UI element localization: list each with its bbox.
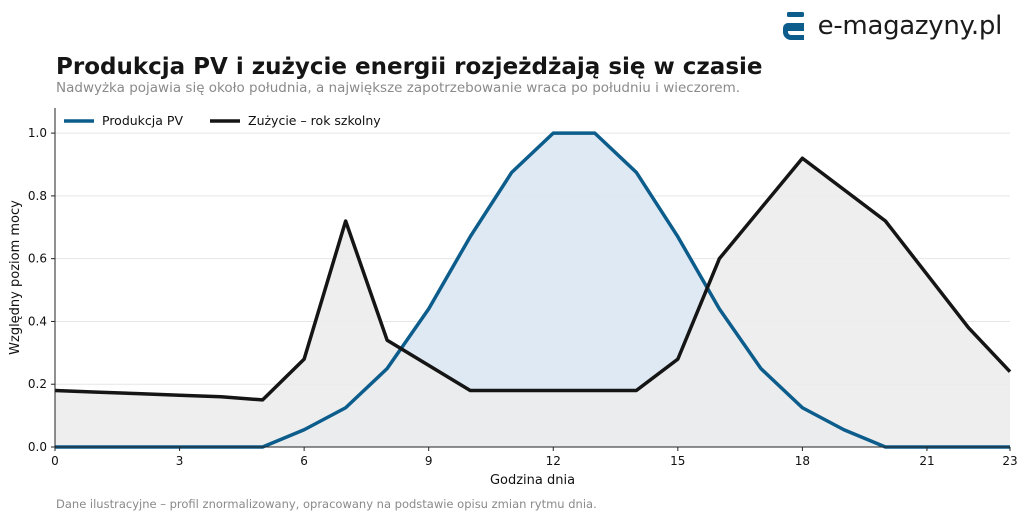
chart-subtitle: Nadwyżka pojawia się około południa, a n… — [56, 80, 741, 96]
x-tick-label: 0 — [51, 454, 59, 468]
series-line-2 — [54, 156, 1012, 402]
y-tick-label: 0.2 — [28, 377, 47, 391]
footnote: Dane ilustracyjne – profil znormalizowan… — [56, 497, 597, 511]
brand-logo[interactable]: e-magazyny.pl — [782, 10, 1002, 42]
y-axis-label: Względny poziom mocy — [8, 200, 23, 355]
axes — [54, 108, 1010, 448]
legend: Produkcja PV Zużycie – rok szkolny — [64, 113, 381, 128]
area-fill-series-1 — [55, 133, 1010, 447]
area-fill-series-2 — [55, 158, 1010, 447]
area-fills — [55, 133, 1010, 447]
x-tick-label: 21 — [919, 454, 934, 468]
legend-label-2: Zużycie – rok szkolny — [248, 113, 381, 128]
tick-labels: 0 3 6 9 12 15 18 21 23 0.0 0.2 0.4 0.6 0.8 1.0 — [28, 126, 1018, 468]
y-tick-label: 0.6 — [28, 252, 47, 266]
x-tick-label: 15 — [670, 454, 685, 468]
x-tick-label: 23 — [1002, 454, 1017, 468]
x-axis-label: Godzina dnia — [490, 473, 575, 488]
y-tick-label: 0.8 — [28, 189, 47, 203]
x-tick-label: 12 — [546, 454, 561, 468]
x-tick-label: 9 — [425, 454, 433, 468]
x-tick-label: 18 — [795, 454, 810, 468]
x-tick-label: 3 — [176, 454, 184, 468]
y-tick-label: 0.4 — [28, 314, 47, 328]
y-tick-label: 1.0 — [28, 126, 47, 140]
chart-title: Produkcja PV i zużycie energii rozjeżdża… — [56, 54, 763, 80]
x-tick-label: 6 — [300, 454, 308, 468]
brand-name: e-magazyny.pl — [817, 11, 1003, 41]
logo-icon — [782, 12, 804, 40]
chart: 0 3 6 9 12 15 18 21 23 0.0 0.2 0.4 0.6 0.8 1.0 Godzina… — [8, 108, 1018, 488]
y-tick-label: 0.0 — [28, 440, 47, 454]
legend-label-1: Produkcja PV — [102, 113, 183, 128]
